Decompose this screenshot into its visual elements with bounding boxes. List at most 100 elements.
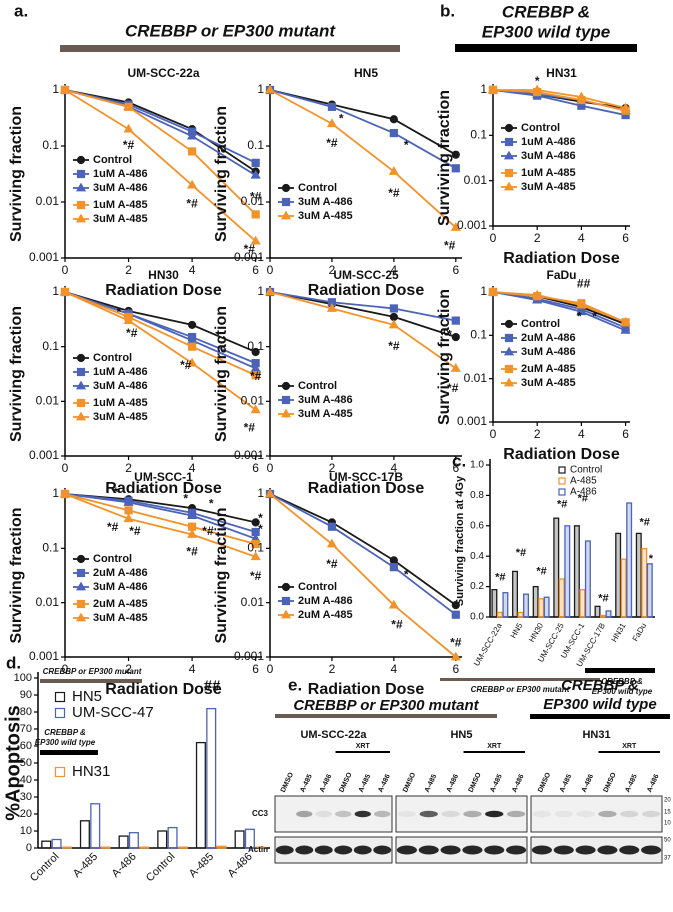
- lane-label: A-485: [424, 773, 438, 793]
- marker: [532, 84, 543, 94]
- legend-label: 3uM A-485: [298, 210, 353, 222]
- x-tick-label: 0: [62, 263, 69, 277]
- annotation: *: [258, 522, 263, 536]
- bar: [538, 598, 545, 618]
- legend-marker: [76, 353, 86, 363]
- annotation: *#: [129, 524, 141, 538]
- y-axis-label: Surviving fraction: [213, 306, 230, 442]
- group-label: CREBBP or EP300 mutant: [471, 685, 570, 694]
- legend-marker: [503, 150, 515, 160]
- bar: [626, 502, 633, 618]
- blot-row-label: Actin: [248, 845, 268, 854]
- y-axis-label: Surviving fraction: [436, 289, 453, 425]
- band: [296, 810, 313, 818]
- y-axis-label: Surviving fraction: [8, 306, 25, 442]
- legend-marker: [281, 395, 291, 405]
- band: [531, 845, 552, 855]
- blot-cc3: [274, 795, 393, 833]
- blot-header-bar: [530, 714, 670, 719]
- y-tick-label: 0.01: [36, 394, 60, 408]
- band: [419, 810, 438, 818]
- annotation: *#: [444, 239, 456, 253]
- y-axis-label: Surviving fraction at 4Gy: [454, 475, 466, 606]
- band: [295, 845, 314, 855]
- x-tick-label: A-485: [187, 851, 216, 880]
- legend-marker: [75, 213, 87, 223]
- series-line: [64, 493, 256, 545]
- x-tick-label: 4: [578, 427, 585, 441]
- legend-marker: [281, 582, 291, 592]
- y-tick-label: 0.1: [470, 328, 487, 342]
- x-tick-label: 4: [391, 461, 398, 475]
- marker: [450, 651, 461, 661]
- marker: [250, 235, 261, 245]
- y-tick-label: 0.01: [464, 173, 488, 187]
- annotation: *: [114, 485, 119, 499]
- y-tick-label: 70: [20, 723, 32, 735]
- band: [441, 810, 460, 818]
- lane-label: A-485: [299, 773, 313, 793]
- band: [619, 845, 640, 855]
- lane-label: DMSO: [603, 771, 618, 793]
- band: [485, 810, 504, 818]
- x-tick-label: 4: [578, 231, 585, 245]
- legend-marker: [280, 609, 292, 619]
- bar: [512, 570, 519, 618]
- bar: [646, 563, 653, 618]
- legend-label: 3uM A-485: [93, 213, 148, 225]
- series-line: [269, 89, 457, 170]
- marker: [123, 123, 134, 133]
- band: [532, 810, 552, 818]
- annotation: *: [447, 328, 452, 342]
- cell-line-label: HN31: [582, 729, 610, 741]
- marker: [251, 210, 260, 219]
- marker: [620, 324, 631, 334]
- band: [553, 845, 574, 855]
- chart-title: UM-SCC-22a: [127, 66, 199, 80]
- annotation: *#: [123, 138, 135, 152]
- marker: [59, 286, 71, 296]
- annotation: *: [535, 74, 540, 88]
- annotation: *#: [326, 557, 338, 571]
- band: [575, 845, 596, 855]
- mw-marker: 50: [664, 838, 671, 844]
- legend-label: 3uM A-486: [298, 394, 353, 406]
- y-tick-label: 0.001: [457, 414, 487, 428]
- legend-label: Control: [93, 553, 132, 565]
- bar: [90, 803, 101, 849]
- marker: [264, 286, 276, 296]
- legend-marker: [75, 411, 87, 421]
- blot-row-label: CC3: [252, 809, 269, 818]
- blot-actin: [395, 836, 528, 864]
- header: EP300 wild type: [482, 22, 611, 41]
- y-tick-label: 0.1: [42, 138, 59, 152]
- marker: [389, 304, 398, 313]
- marker: [123, 497, 134, 506]
- legend-marker: [504, 123, 514, 133]
- x-tick-label: 6: [252, 662, 259, 676]
- annotation: *: [404, 567, 409, 581]
- marker: [123, 315, 134, 324]
- annotation: *#: [186, 197, 198, 211]
- legend-marker: [75, 612, 87, 622]
- marker: [389, 115, 398, 124]
- annotation: *#: [578, 492, 588, 504]
- legend-label: 2uM A-485: [521, 363, 576, 375]
- bar: [216, 845, 227, 849]
- legend-marker: [76, 200, 86, 210]
- x-axis-label: Radiation Dose: [105, 681, 222, 698]
- marker: [187, 357, 198, 367]
- annotation: *#: [557, 498, 567, 510]
- series-line: [64, 89, 257, 242]
- band: [506, 810, 526, 818]
- bar: [615, 532, 622, 618]
- annotation: *#: [391, 618, 403, 632]
- series-line: [269, 291, 457, 370]
- x-axis-label: Radiation Dose: [105, 282, 222, 299]
- series-line: [64, 291, 257, 411]
- legend-marker: [76, 155, 86, 165]
- legend-label: Control: [298, 380, 337, 392]
- marker: [326, 303, 337, 312]
- lane-label: DMSO: [280, 771, 295, 793]
